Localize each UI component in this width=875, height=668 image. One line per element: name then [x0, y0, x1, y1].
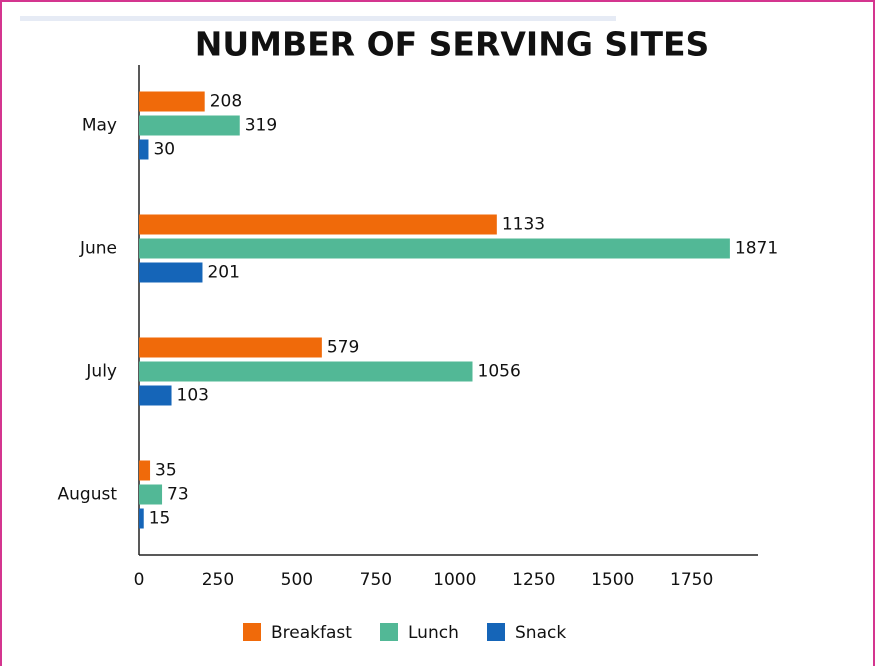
bar [139, 214, 497, 235]
bar [139, 238, 730, 259]
bar [139, 460, 151, 481]
data-label: 1133 [502, 215, 545, 235]
data-label: 73 [167, 485, 189, 505]
bar [139, 484, 163, 505]
x-tick-label: 1500 [591, 570, 634, 590]
decor-strip [20, 16, 616, 21]
data-label: 208 [210, 92, 242, 112]
legend-swatch [243, 623, 261, 641]
bar [139, 385, 172, 406]
data-label: 35 [155, 461, 177, 481]
legend-label: Lunch [408, 623, 459, 643]
legend-swatch [380, 623, 398, 641]
legend-swatch [487, 623, 505, 641]
data-label: 579 [327, 338, 359, 358]
bar [139, 262, 203, 283]
x-tick-label: 0 [134, 570, 145, 590]
data-label: 30 [153, 140, 175, 160]
data-label: 319 [245, 116, 277, 136]
legend-label: Snack [515, 623, 566, 643]
data-label: 201 [207, 263, 239, 283]
bar [139, 91, 205, 112]
y-tick-label: August [58, 485, 118, 505]
x-tick-label: 1250 [512, 570, 555, 590]
data-label: 1871 [735, 239, 778, 259]
data-label: 1056 [478, 362, 521, 382]
x-tick-label: 500 [281, 570, 313, 590]
bar [139, 337, 322, 358]
y-tick-label: July [85, 362, 117, 382]
legend-label: Breakfast [271, 623, 352, 643]
data-label: 103 [177, 386, 209, 406]
x-tick-label: 250 [202, 570, 234, 590]
data-label: 15 [149, 509, 171, 529]
chart-title: NUMBER OF SERVING SITES [195, 25, 710, 64]
y-tick-label: May [82, 116, 117, 136]
x-tick-label: 1750 [670, 570, 713, 590]
y-tick-label: June [79, 239, 117, 259]
x-tick-label: 750 [360, 570, 392, 590]
bar [139, 361, 473, 382]
bar [139, 508, 144, 529]
bar [139, 139, 149, 160]
bar [139, 115, 240, 136]
x-tick-label: 1000 [433, 570, 476, 590]
